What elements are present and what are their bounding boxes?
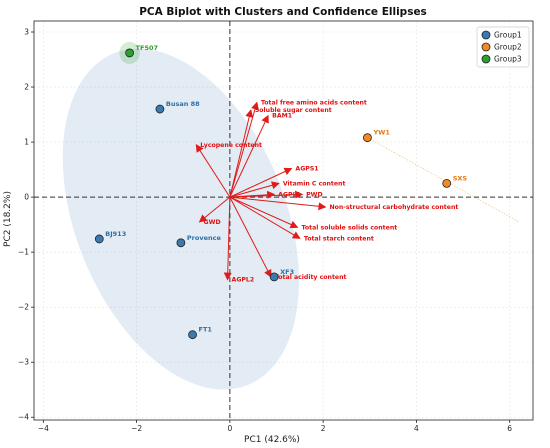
y-axis-label: PC2 (18.2%)	[3, 191, 13, 247]
loading-arrow	[223, 197, 232, 281]
loading-label: PWD	[306, 191, 323, 198]
loading-arrow	[229, 190, 304, 199]
chart-title: PCA Biplot with Clusters and Confidence …	[139, 6, 427, 18]
loading-label: AGPL2	[232, 277, 255, 284]
x-tick-label: −2	[131, 424, 142, 433]
sample-point	[188, 330, 197, 340]
sample-point	[363, 133, 372, 143]
legend: Group1 Group2 Group3	[476, 26, 530, 68]
ellipse-group1	[62, 48, 300, 390]
x-tick-label: 2	[321, 424, 326, 433]
loading-arrow	[229, 181, 280, 198]
legend-label-group3: Group3	[494, 55, 522, 64]
legend-label-group2: Group2	[494, 43, 522, 52]
loading-label: Vitamin C content	[283, 180, 346, 187]
x-tick-label: 6	[507, 424, 512, 433]
sample-label: YW1	[372, 129, 390, 137]
loading-label: Total soluble solids content	[301, 224, 397, 231]
x-tick-label: 0	[227, 424, 232, 433]
legend-marker-group1	[481, 30, 491, 40]
x-tick-label: −4	[38, 424, 49, 433]
zero-lines	[34, 21, 533, 420]
loading-arrow	[229, 196, 301, 239]
loading-arrow	[229, 167, 293, 198]
loading-arrow	[229, 196, 299, 229]
y-tick-label: 3	[24, 28, 29, 37]
loading-arrow	[198, 196, 231, 223]
legend-marker-group2	[481, 42, 491, 52]
loading-label: AGPS1	[295, 165, 318, 172]
y-tick-label: −1	[18, 248, 29, 257]
legend-label-group1: Group1	[494, 31, 522, 40]
sample-label: SXS	[453, 174, 468, 182]
loading-arrow	[195, 143, 231, 198]
sample-label: BJ913	[105, 230, 126, 238]
y-tick-label: 0	[24, 193, 29, 202]
loading-label: Total acidity content	[275, 274, 347, 281]
sample-point	[155, 104, 165, 114]
legend-marker-group3	[481, 54, 491, 64]
loading-label: Lycopene content	[200, 142, 262, 149]
loading-arrow	[229, 109, 254, 198]
loading-label: Total free amino acids content	[261, 99, 367, 106]
group2-hull-line	[367, 137, 520, 223]
loading-label: Total starch content	[304, 235, 374, 242]
loading-arrow	[229, 196, 327, 211]
loading-label: BAM1	[272, 113, 292, 120]
y-tick-label: −4	[18, 413, 29, 422]
sample-label: Provence	[187, 234, 222, 242]
sample-point	[269, 272, 279, 282]
sample-label: TF507	[136, 44, 158, 52]
axes-frame: −4 −2 0 2 4 6 −4 −3 −2 −1 0 1 2 3	[18, 20, 534, 433]
sample-label: Busan 88	[166, 100, 200, 108]
sample-point	[125, 48, 135, 58]
y-tick-label: 2	[24, 83, 29, 92]
plot-frame	[33, 20, 534, 421]
y-tick-label: −2	[18, 303, 29, 312]
loading-arrow	[229, 101, 259, 198]
legend-box	[476, 26, 530, 68]
loading-label: Non-structural carbohydrate content	[329, 204, 458, 211]
loading-label: GWD	[204, 219, 221, 226]
y-tick-label: −3	[18, 358, 29, 367]
x-axis-label: PC1 (42.6%)	[244, 435, 300, 445]
x-tick-label: 4	[414, 424, 419, 433]
sample-point	[442, 178, 452, 188]
sample-point	[94, 234, 104, 244]
loading-arrow	[229, 114, 269, 198]
sample-point	[176, 238, 186, 248]
y-tick-label: 1	[24, 138, 29, 147]
sample-label: XF3	[280, 268, 294, 276]
sample-label: FT1	[199, 326, 213, 334]
loading-label: Soluble sugar content	[255, 107, 332, 114]
sample-points: TF507 Busan 88 YW1 SXS BJ913 Provence XF3 FT1	[94, 44, 468, 340]
loading-arrow	[229, 196, 272, 278]
